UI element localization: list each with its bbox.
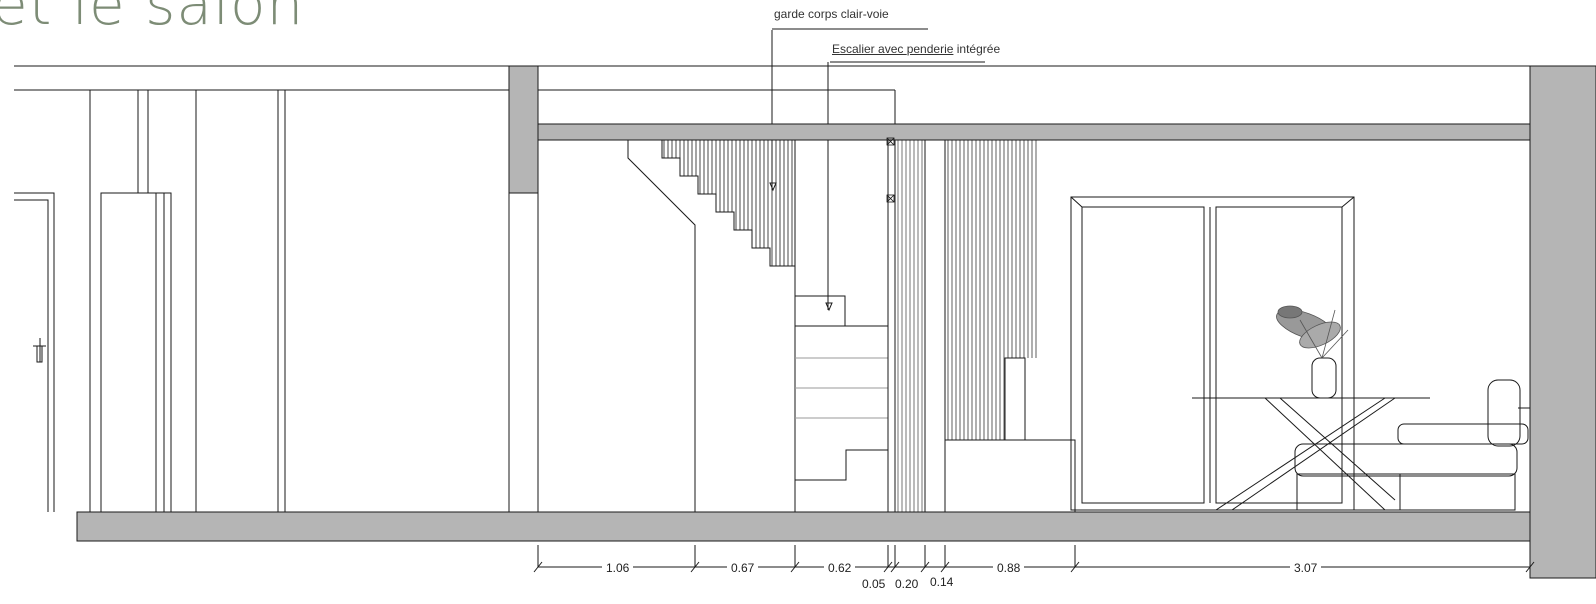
floor-slab xyxy=(76,511,1531,542)
dimension-label-7: 0.88 xyxy=(993,561,1025,575)
dimension-label-3: 0.62 xyxy=(824,561,856,575)
dimension-label-8: 3.07 xyxy=(1290,561,1322,575)
annotation-escalier-penderie: penderie xyxy=(906,42,954,56)
stair-slats xyxy=(663,140,793,266)
drawing-title: et le salon xyxy=(0,0,305,38)
dimension-label-4: 0.05 xyxy=(862,577,886,591)
stair-stringer xyxy=(627,140,696,512)
right-wall xyxy=(1529,65,1596,579)
beam-section xyxy=(508,65,539,194)
annotation-escalier-suffix: intégrée xyxy=(953,42,1001,56)
sliding-door xyxy=(1070,196,1355,511)
dimension-label-5: 0.20 xyxy=(895,577,919,591)
annotation-garde-corps: garde corps clair-voie xyxy=(774,7,889,21)
annotation-escalier: Escalier avec penderie intégrée xyxy=(832,42,1000,56)
fixing-cross-icon xyxy=(886,194,895,203)
dimension-label-1: 1.06 xyxy=(602,561,634,575)
leader-arrow-icon xyxy=(825,302,833,312)
dimension-line xyxy=(533,545,1535,573)
penderie-slats xyxy=(947,140,1037,440)
fixing-cross-icon xyxy=(886,137,895,146)
vase xyxy=(1311,357,1337,399)
tall-cabinet xyxy=(100,192,172,513)
annotation-escalier-prefix: Escalier avec xyxy=(832,42,907,56)
sofa xyxy=(1294,379,1530,511)
leader-arrow-icon xyxy=(769,182,777,192)
door-handle-icon xyxy=(33,338,46,363)
plant xyxy=(1276,305,1349,359)
column-slats xyxy=(897,140,923,512)
dimension-label-6: 0.14 xyxy=(930,575,954,589)
door-frame xyxy=(14,192,55,512)
stair-steps xyxy=(661,140,796,267)
low-cabinet xyxy=(944,439,1076,513)
dimension-label-2: 0.67 xyxy=(727,561,759,575)
floor-slab-upper xyxy=(537,123,1531,141)
